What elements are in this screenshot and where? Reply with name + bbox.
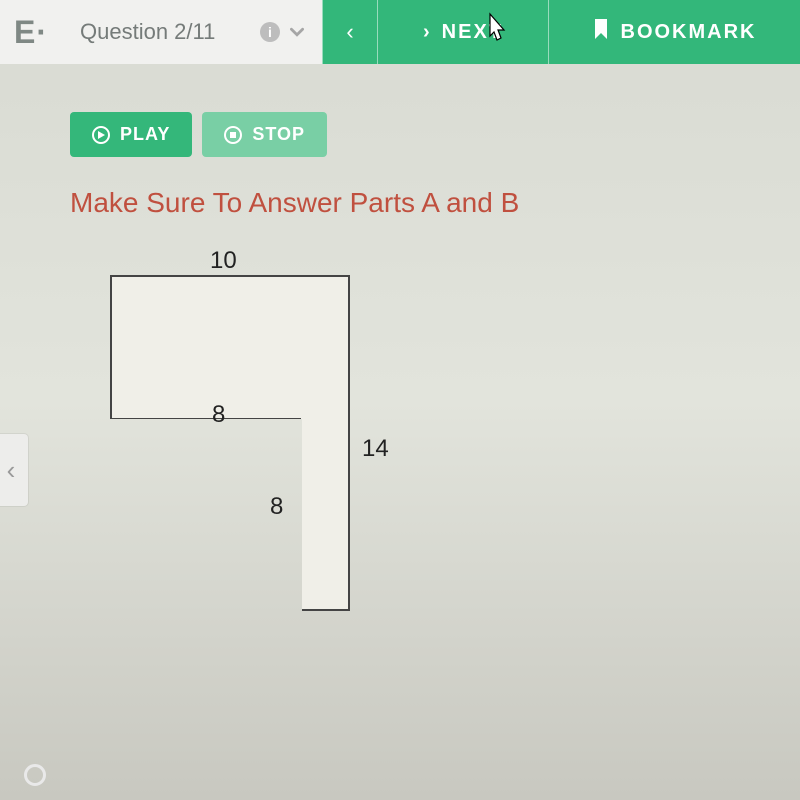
next-question-button[interactable]: › NEXT	[378, 0, 548, 64]
prev-question-button[interactable]: ‹	[323, 0, 377, 64]
chevron-left-icon: ‹	[7, 455, 16, 486]
bookmark-label: BOOKMARK	[621, 21, 757, 44]
bookmark-button[interactable]: BOOKMARK	[549, 0, 800, 64]
l-shape	[110, 275, 350, 611]
stop-label: STOP	[252, 124, 305, 145]
top-nav-bar: E· Question 2/11 i ‹ › NEXT BOOKMARK	[0, 0, 800, 64]
question-selector[interactable]: Question 2/11 i	[62, 0, 322, 64]
play-icon	[92, 126, 110, 144]
chevron-right-icon: ›	[423, 21, 432, 44]
instruction-text: Make Sure To Answer Parts A and B	[70, 187, 800, 219]
bookmark-icon	[593, 19, 609, 45]
info-icon: i	[260, 22, 280, 42]
play-label: PLAY	[120, 124, 170, 145]
audio-controls: PLAY STOP	[70, 112, 800, 157]
page-indicator-icon	[24, 764, 46, 786]
question-counter-label: Question 2/11	[80, 19, 215, 45]
next-label: NEXT	[442, 21, 503, 44]
geometry-figure: 10 8 14 8	[110, 247, 390, 627]
dimension-inner-vertical: 8	[270, 493, 283, 521]
stop-button[interactable]: STOP	[202, 112, 327, 157]
dimension-right: 14	[362, 435, 389, 463]
chevron-left-icon: ‹	[346, 19, 353, 45]
app-logo: E·	[0, 0, 62, 64]
question-content: ‹ PLAY STOP Make Sure To Answer Parts A …	[0, 64, 800, 800]
stop-icon	[224, 126, 242, 144]
chevron-down-icon	[290, 19, 304, 45]
prev-content-button[interactable]: ‹	[0, 434, 28, 506]
dimension-top: 10	[210, 247, 237, 275]
dimension-inner-horizontal: 8	[212, 401, 225, 429]
play-button[interactable]: PLAY	[70, 112, 192, 157]
